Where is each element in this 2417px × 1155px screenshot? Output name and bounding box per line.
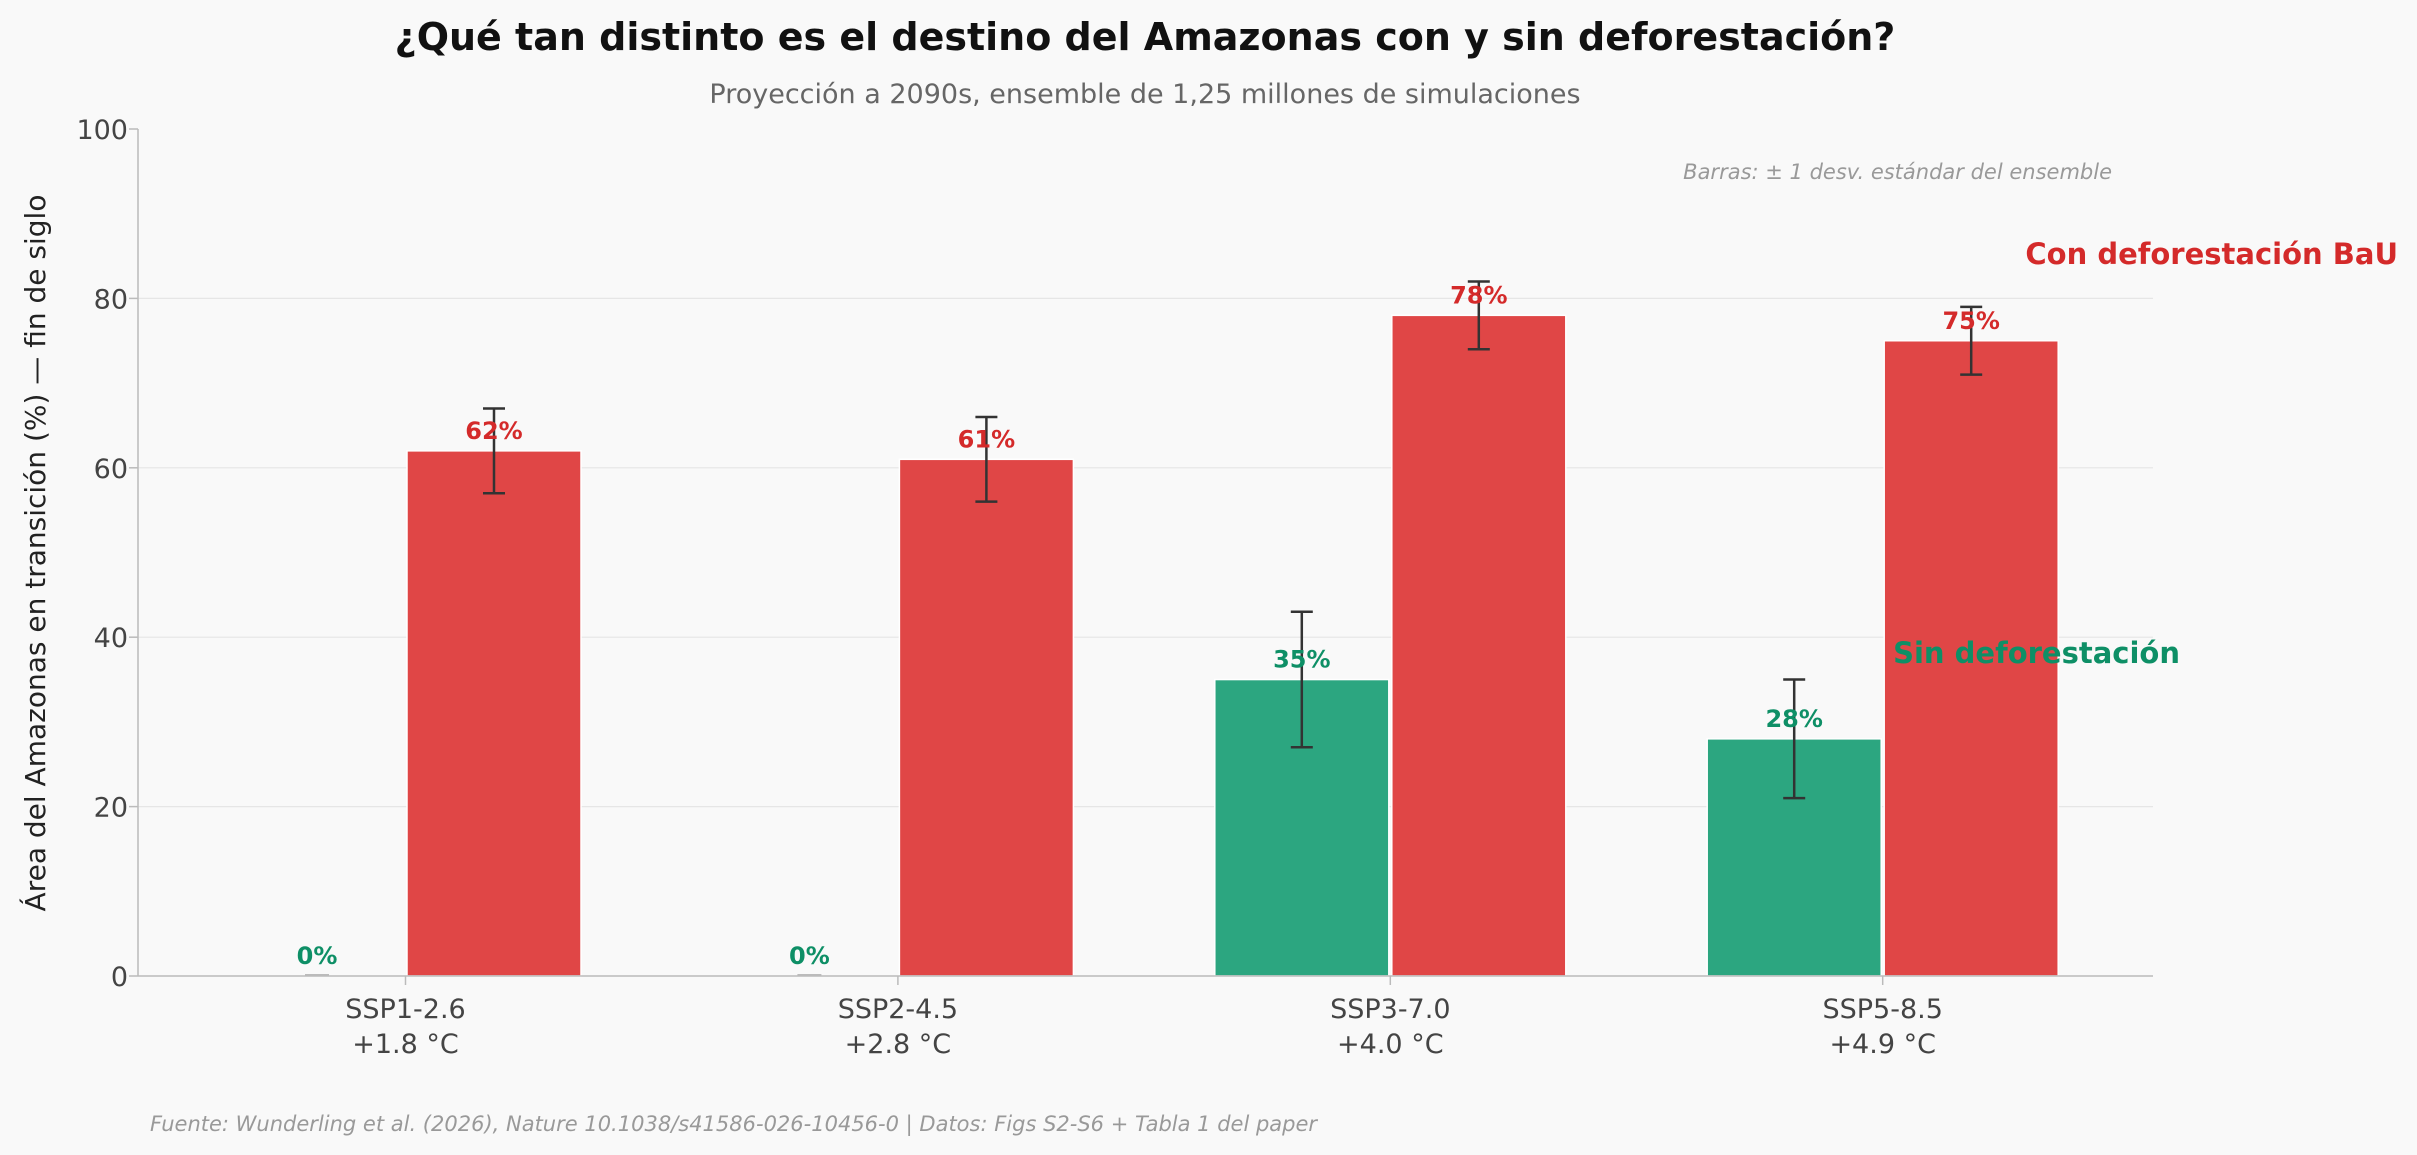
legend-label-sin-deforestacion: Sin deforestación: [1893, 636, 2180, 670]
data-label: 35%: [1273, 646, 1330, 674]
y-tick-label: 0: [111, 962, 128, 993]
y-tick-label: 20: [94, 793, 128, 824]
y-axis-label: Área del Amazonas en transición (%) — fi…: [18, 195, 52, 912]
legend-label-con-deforestacion: Con deforestación BaU: [2025, 237, 2398, 271]
y-tick-label: 80: [94, 284, 128, 315]
source-note: Fuente: Wunderling et al. (2026), Nature…: [150, 1112, 1318, 1137]
x-tick-label-warming: +4.0 °C: [1337, 1029, 1444, 1060]
error-bars: [483, 280, 1983, 800]
data-label: 28%: [1765, 705, 1822, 733]
x-tick-label-scenario: SSP5-8.5: [1822, 994, 1942, 1025]
x-tick-label-scenario: SSP3-7.0: [1330, 994, 1450, 1025]
data-label: 75%: [1942, 307, 1999, 335]
data-labels: 0% 62% 0% 61% 35% 78% 28% 75%: [297, 281, 2000, 970]
x-axis-ticks: SSP1-2.6 +1.8 °C SSP2-4.5 +2.8 °C SSP3-7.0 +4…: [345, 976, 1943, 1060]
data-label: 78%: [1450, 281, 1507, 309]
x-tick-label-warming: +4.9 °C: [1829, 1029, 1936, 1060]
chart-title: ¿Qué tan distinto es el destino del Amaz…: [395, 15, 1896, 59]
chart-subtitle: Proyección a 2090s, ensemble de 1,25 mil…: [709, 79, 1580, 110]
bar: [1391, 314, 1567, 977]
bar: [898, 458, 1075, 977]
error-bar-note: Barras: ± 1 desv. estándar del ensemble: [1683, 160, 2112, 184]
x-tick-label-scenario: SSP2-4.5: [838, 994, 958, 1025]
bar: [406, 450, 582, 977]
data-label: 61%: [958, 425, 1015, 453]
y-tick-label: 60: [94, 454, 128, 485]
bar: [1883, 340, 2059, 977]
data-label: 0%: [789, 942, 830, 970]
x-tick-label-warming: +2.8 °C: [845, 1029, 952, 1060]
bars: [305, 314, 2059, 977]
y-tick-label: 100: [76, 115, 128, 146]
data-label: 62%: [465, 417, 522, 445]
x-tick-label-scenario: SSP1-2.6: [345, 994, 465, 1025]
y-tick-label: 40: [94, 623, 128, 654]
x-tick-label-warming: +1.8 °C: [352, 1029, 459, 1060]
data-label: 0%: [297, 942, 338, 970]
y-axis-ticks: 0 20 40 60 80 100: [76, 115, 138, 993]
